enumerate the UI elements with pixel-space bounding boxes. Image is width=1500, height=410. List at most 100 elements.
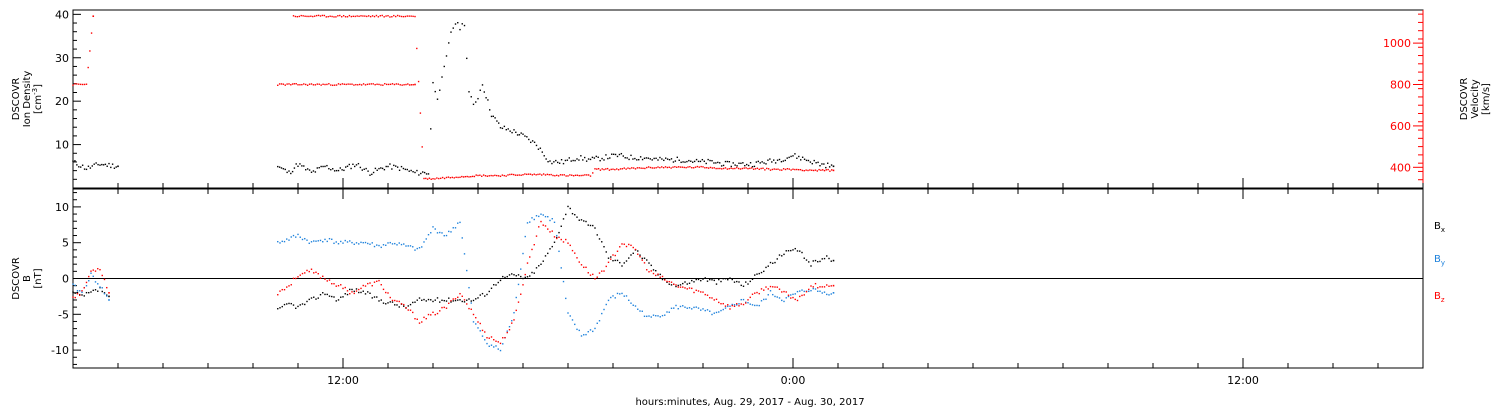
by-series-point — [427, 233, 430, 236]
x-tick-label: 12:00 — [1227, 374, 1259, 387]
density-series-point — [798, 155, 800, 158]
by-series-point — [742, 298, 745, 301]
bz-series-point — [499, 342, 502, 345]
velocity-series-point — [317, 14, 320, 17]
velocity-series-point — [627, 167, 629, 169]
density-series-point — [774, 162, 777, 164]
velocity-series-point — [72, 84, 74, 86]
velocity-series-point — [419, 112, 422, 114]
density-series-point — [318, 166, 320, 169]
bx-series-point — [731, 278, 733, 281]
by-series-point — [497, 348, 499, 350]
by-series-point — [625, 295, 628, 297]
velocity-series-point — [299, 84, 301, 86]
by-series-point — [785, 297, 787, 299]
velocity-series-point — [677, 166, 680, 168]
bz-series-point — [353, 292, 355, 295]
density-series-point — [672, 161, 675, 163]
bx-series-point — [499, 279, 502, 282]
bz-series-point — [349, 293, 351, 295]
by-series-point — [628, 299, 630, 302]
density-tick-label: 30 — [55, 52, 69, 65]
legend-bz: Bz — [1434, 291, 1445, 304]
velocity-series-point — [561, 174, 564, 176]
by-series-point — [832, 292, 835, 294]
density-series-point — [803, 158, 806, 160]
density-series-point — [501, 127, 504, 130]
velocity-series-point — [92, 15, 95, 18]
bx-series-point — [810, 265, 812, 267]
bx-series-point — [362, 290, 364, 292]
velocity-series-point — [730, 167, 732, 169]
bz-series-point — [436, 312, 439, 315]
density-series-point — [102, 164, 105, 166]
density-series-point — [587, 158, 590, 160]
legend-name: B — [1434, 254, 1441, 265]
velocity-series-point — [364, 15, 366, 17]
bz-series-point — [772, 286, 774, 288]
density-series-point — [396, 166, 399, 168]
x-tick-label: 12:00 — [327, 374, 359, 387]
bz-series-point — [277, 294, 279, 296]
velocity-series-point — [784, 168, 787, 171]
bz-series-point — [81, 290, 83, 292]
bz-series-point — [720, 303, 722, 305]
density-series-point — [282, 168, 285, 170]
by-series-point — [731, 303, 733, 306]
density-series-point — [809, 161, 812, 163]
by-series-point — [751, 304, 754, 306]
bx-series-point — [756, 273, 758, 275]
velocity-series-point — [825, 169, 827, 171]
density-series-point — [76, 164, 78, 166]
bz-series-point — [385, 291, 387, 294]
by-series-point — [567, 312, 569, 314]
bz-series-point — [511, 322, 513, 324]
density-series-point — [535, 144, 538, 147]
density-series-point — [585, 160, 588, 162]
density-series-point — [684, 161, 686, 163]
density-series-point — [371, 173, 373, 176]
by-series-point — [580, 335, 583, 337]
velocity-series-point — [436, 177, 438, 179]
velocity-series-point — [724, 167, 727, 169]
density-series-point — [383, 168, 386, 171]
velocity-series-point — [373, 15, 376, 18]
bz-series-point — [513, 319, 515, 321]
velocity-series-point — [603, 168, 605, 171]
velocity-series-point — [318, 83, 320, 85]
by-series-point — [481, 335, 484, 337]
by-series-point — [108, 299, 110, 301]
density-series-point — [380, 167, 382, 169]
velocity-series-point — [377, 16, 380, 18]
bx-series-point — [360, 291, 362, 294]
density-series-point — [747, 164, 750, 167]
velocity-series-point — [526, 173, 528, 176]
bx-series-point — [387, 302, 389, 304]
bz-series-point — [396, 300, 398, 302]
bx-series-point — [668, 283, 670, 285]
by-series-point — [801, 289, 803, 291]
density-series-point — [477, 97, 479, 100]
bx-series-point — [720, 280, 722, 283]
by-series-point — [277, 240, 279, 243]
by-series-point — [634, 305, 637, 307]
velocity-series-point — [475, 174, 477, 176]
velocity-series-point — [384, 83, 386, 85]
by-series-point — [434, 228, 436, 230]
by-series-point — [598, 320, 601, 322]
bx-series-point — [803, 257, 805, 259]
bz-series-point — [297, 276, 299, 278]
bz-series-point — [648, 271, 650, 273]
bz-series-point — [641, 259, 643, 261]
by-series-point — [349, 240, 351, 242]
by-series-point — [632, 304, 634, 306]
by-series-point — [583, 334, 585, 336]
bz-series-point — [454, 298, 457, 300]
by-series-point — [448, 230, 450, 233]
velocity-series-point — [497, 175, 500, 177]
density-series-point — [609, 157, 611, 159]
density-series-point — [574, 159, 576, 162]
velocity-series-point — [364, 84, 367, 86]
velocity-series-point — [387, 15, 389, 17]
by-series-point — [452, 227, 454, 229]
